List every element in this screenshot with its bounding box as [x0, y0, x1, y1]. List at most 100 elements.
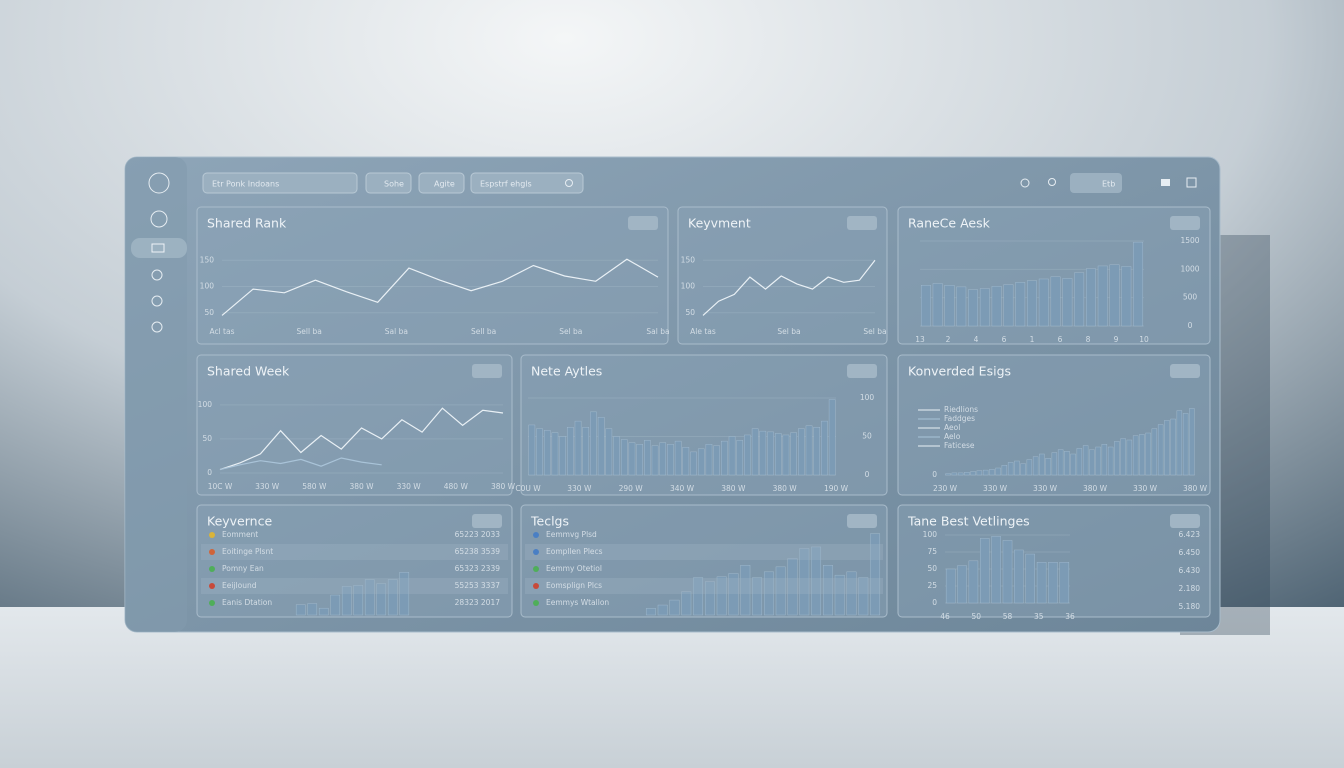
top-icon[interactable]: [1161, 179, 1170, 186]
bar: [716, 576, 727, 616]
nav-icon[interactable]: [151, 269, 163, 281]
bar: [364, 579, 375, 616]
nav-icon[interactable]: [151, 321, 163, 333]
x-tick-label: 480 W: [444, 482, 469, 491]
bar: [693, 577, 704, 616]
bar: [790, 432, 797, 476]
x-tick-label: 190 W: [824, 484, 849, 493]
logo[interactable]: [148, 172, 170, 194]
search-box[interactable]: [470, 172, 584, 194]
floor: [0, 607, 1344, 768]
bar: [1120, 438, 1126, 476]
bar: [636, 444, 643, 476]
panel-menu[interactable]: [847, 216, 877, 230]
row-dot: [209, 566, 215, 572]
bar: [567, 427, 574, 476]
bar: [713, 445, 720, 476]
panel-title: RaneCe Aesk: [908, 216, 991, 231]
y-tick-label: 0: [1188, 321, 1193, 330]
row-band: [201, 544, 508, 560]
panel-menu[interactable]: [1170, 216, 1200, 230]
x-tick-label: 46: [940, 612, 950, 621]
bar: [991, 286, 1002, 327]
bar: [1097, 265, 1108, 327]
bar: [1145, 432, 1151, 476]
y-tick-label: 0: [932, 598, 937, 607]
row-label: Eomsplign Plcs: [546, 581, 602, 590]
bar: [964, 472, 970, 476]
panel-menu[interactable]: [847, 514, 877, 528]
bar: [1182, 413, 1189, 476]
bar: [1059, 562, 1070, 604]
bar: [968, 289, 978, 327]
row-dot: [209, 583, 215, 589]
nav-active[interactable]: [131, 238, 187, 258]
row-band: [525, 578, 883, 594]
row-label: Eemmvg Plsd: [546, 530, 597, 539]
y-tick-label: 100: [200, 282, 215, 291]
row-label: Eemmys Wtallon: [546, 598, 609, 607]
x-tick-label: 380 W: [1083, 484, 1108, 493]
bar: [1132, 435, 1139, 476]
top-icon[interactable]: [1048, 178, 1056, 186]
panel-menu[interactable]: [628, 216, 658, 230]
bar: [1086, 268, 1096, 327]
panel-menu[interactable]: [1170, 364, 1200, 378]
x-tick-label: 8: [1086, 335, 1091, 344]
bar: [1164, 420, 1170, 476]
row-dot: [209, 549, 215, 555]
row-label: Eoitinge Plsnt: [222, 547, 273, 556]
panel-menu[interactable]: [472, 514, 502, 528]
bar: [782, 434, 790, 476]
panel-title: Nete Aytles: [531, 364, 602, 379]
nav-icon[interactable]: [151, 295, 163, 307]
side-value: 6.450: [1179, 548, 1201, 557]
x-tick-label: 2: [946, 335, 951, 344]
nav-icon[interactable]: [151, 243, 165, 253]
top-icon[interactable]: [1186, 177, 1197, 188]
bar: [979, 288, 990, 327]
bar: [821, 420, 828, 476]
y-tick-label: 0: [207, 468, 212, 477]
row-label: Pomny Ean: [222, 564, 264, 573]
bar: [956, 286, 967, 327]
row-dot: [533, 532, 539, 538]
bar: [752, 577, 763, 616]
side-value: 2.180: [1179, 584, 1201, 593]
bar: [1027, 280, 1037, 327]
bar: [1001, 465, 1008, 476]
x-tick-label: 6: [1002, 335, 1007, 344]
y-tick-label: 1500: [1180, 236, 1199, 245]
bar: [330, 594, 341, 616]
x-tick-label: Sell ba: [297, 327, 322, 336]
bar: [681, 591, 692, 616]
button[interactable]: [365, 172, 412, 194]
bar: [1101, 444, 1108, 476]
panel-menu[interactable]: [847, 364, 877, 378]
bar: [574, 420, 582, 476]
panel-title: Keyvment: [688, 216, 751, 231]
bar: [551, 432, 559, 476]
y-tick-label: 0: [865, 470, 870, 479]
bar: [932, 283, 943, 327]
button[interactable]: [418, 172, 465, 194]
bar: [657, 604, 668, 616]
panel-menu[interactable]: [1170, 514, 1200, 528]
bar: [1015, 282, 1026, 327]
bar: [976, 470, 983, 476]
side-value: 5.180: [1179, 602, 1201, 611]
dropdown[interactable]: [202, 172, 358, 194]
bar: [399, 572, 410, 616]
top-icon[interactable]: [1020, 178, 1030, 188]
bar: [597, 417, 605, 476]
nav-icon[interactable]: [150, 210, 168, 228]
bar: [728, 573, 739, 616]
bar: [353, 585, 364, 616]
x-tick-label: 340 W: [670, 484, 695, 493]
x-tick-label: Sel ba: [777, 327, 800, 336]
bar: [1048, 562, 1058, 604]
bar: [1095, 446, 1101, 476]
panel-menu[interactable]: [472, 364, 502, 378]
toggle[interactable]: [1070, 173, 1122, 193]
y-tick-label: 25: [927, 581, 937, 590]
